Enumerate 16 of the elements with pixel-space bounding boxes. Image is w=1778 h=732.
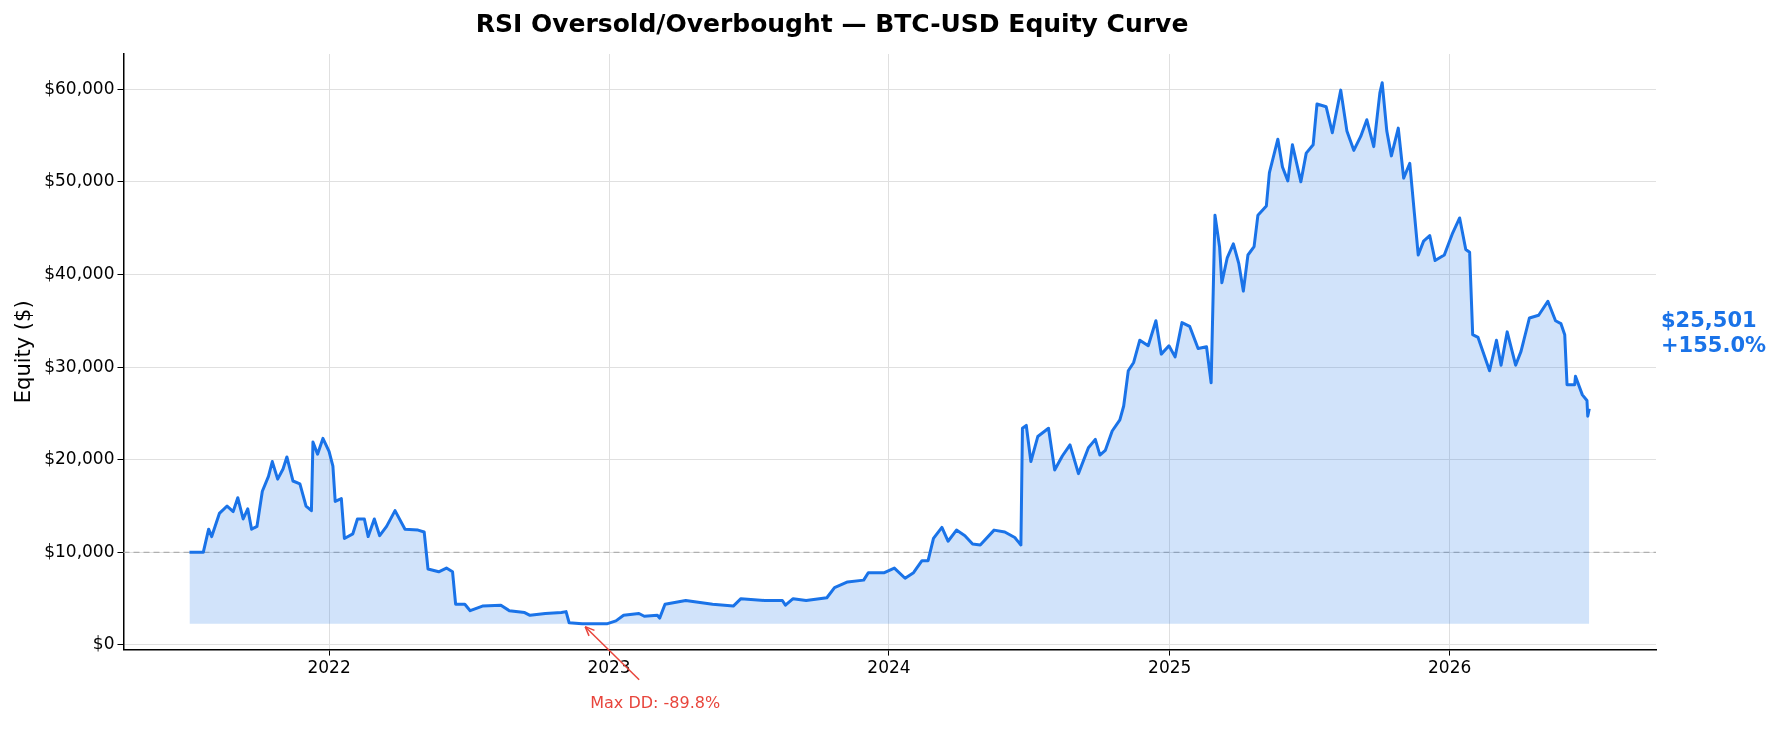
x-tick-label: 2024	[867, 657, 911, 678]
x-tick-label: 2022	[307, 657, 351, 678]
y-tick-label: $20,000	[44, 448, 115, 469]
x-tick-label: 2023	[587, 657, 631, 678]
y-tick-label: $60,000	[44, 77, 115, 98]
text: $25,501 +155.0%	[1661, 307, 1767, 357]
y-tick-label: $50,000	[44, 170, 115, 191]
annotation: Max DD: -89.8%	[590, 692, 721, 712]
x-tick-label: 2025	[1148, 657, 1192, 678]
x-tick-label: 2026	[1428, 657, 1472, 678]
y-tick-label: $30,000	[44, 355, 115, 376]
y-axis-title: Equity ($)	[11, 300, 36, 404]
chart-title: RSI Oversold/Overbought — BTC-USD Equity Curve	[475, 8, 1189, 38]
y-tick-label: $0	[92, 633, 115, 654]
y-tick-label: $40,000	[44, 262, 115, 283]
y-tick-label: $10,000	[44, 540, 115, 561]
